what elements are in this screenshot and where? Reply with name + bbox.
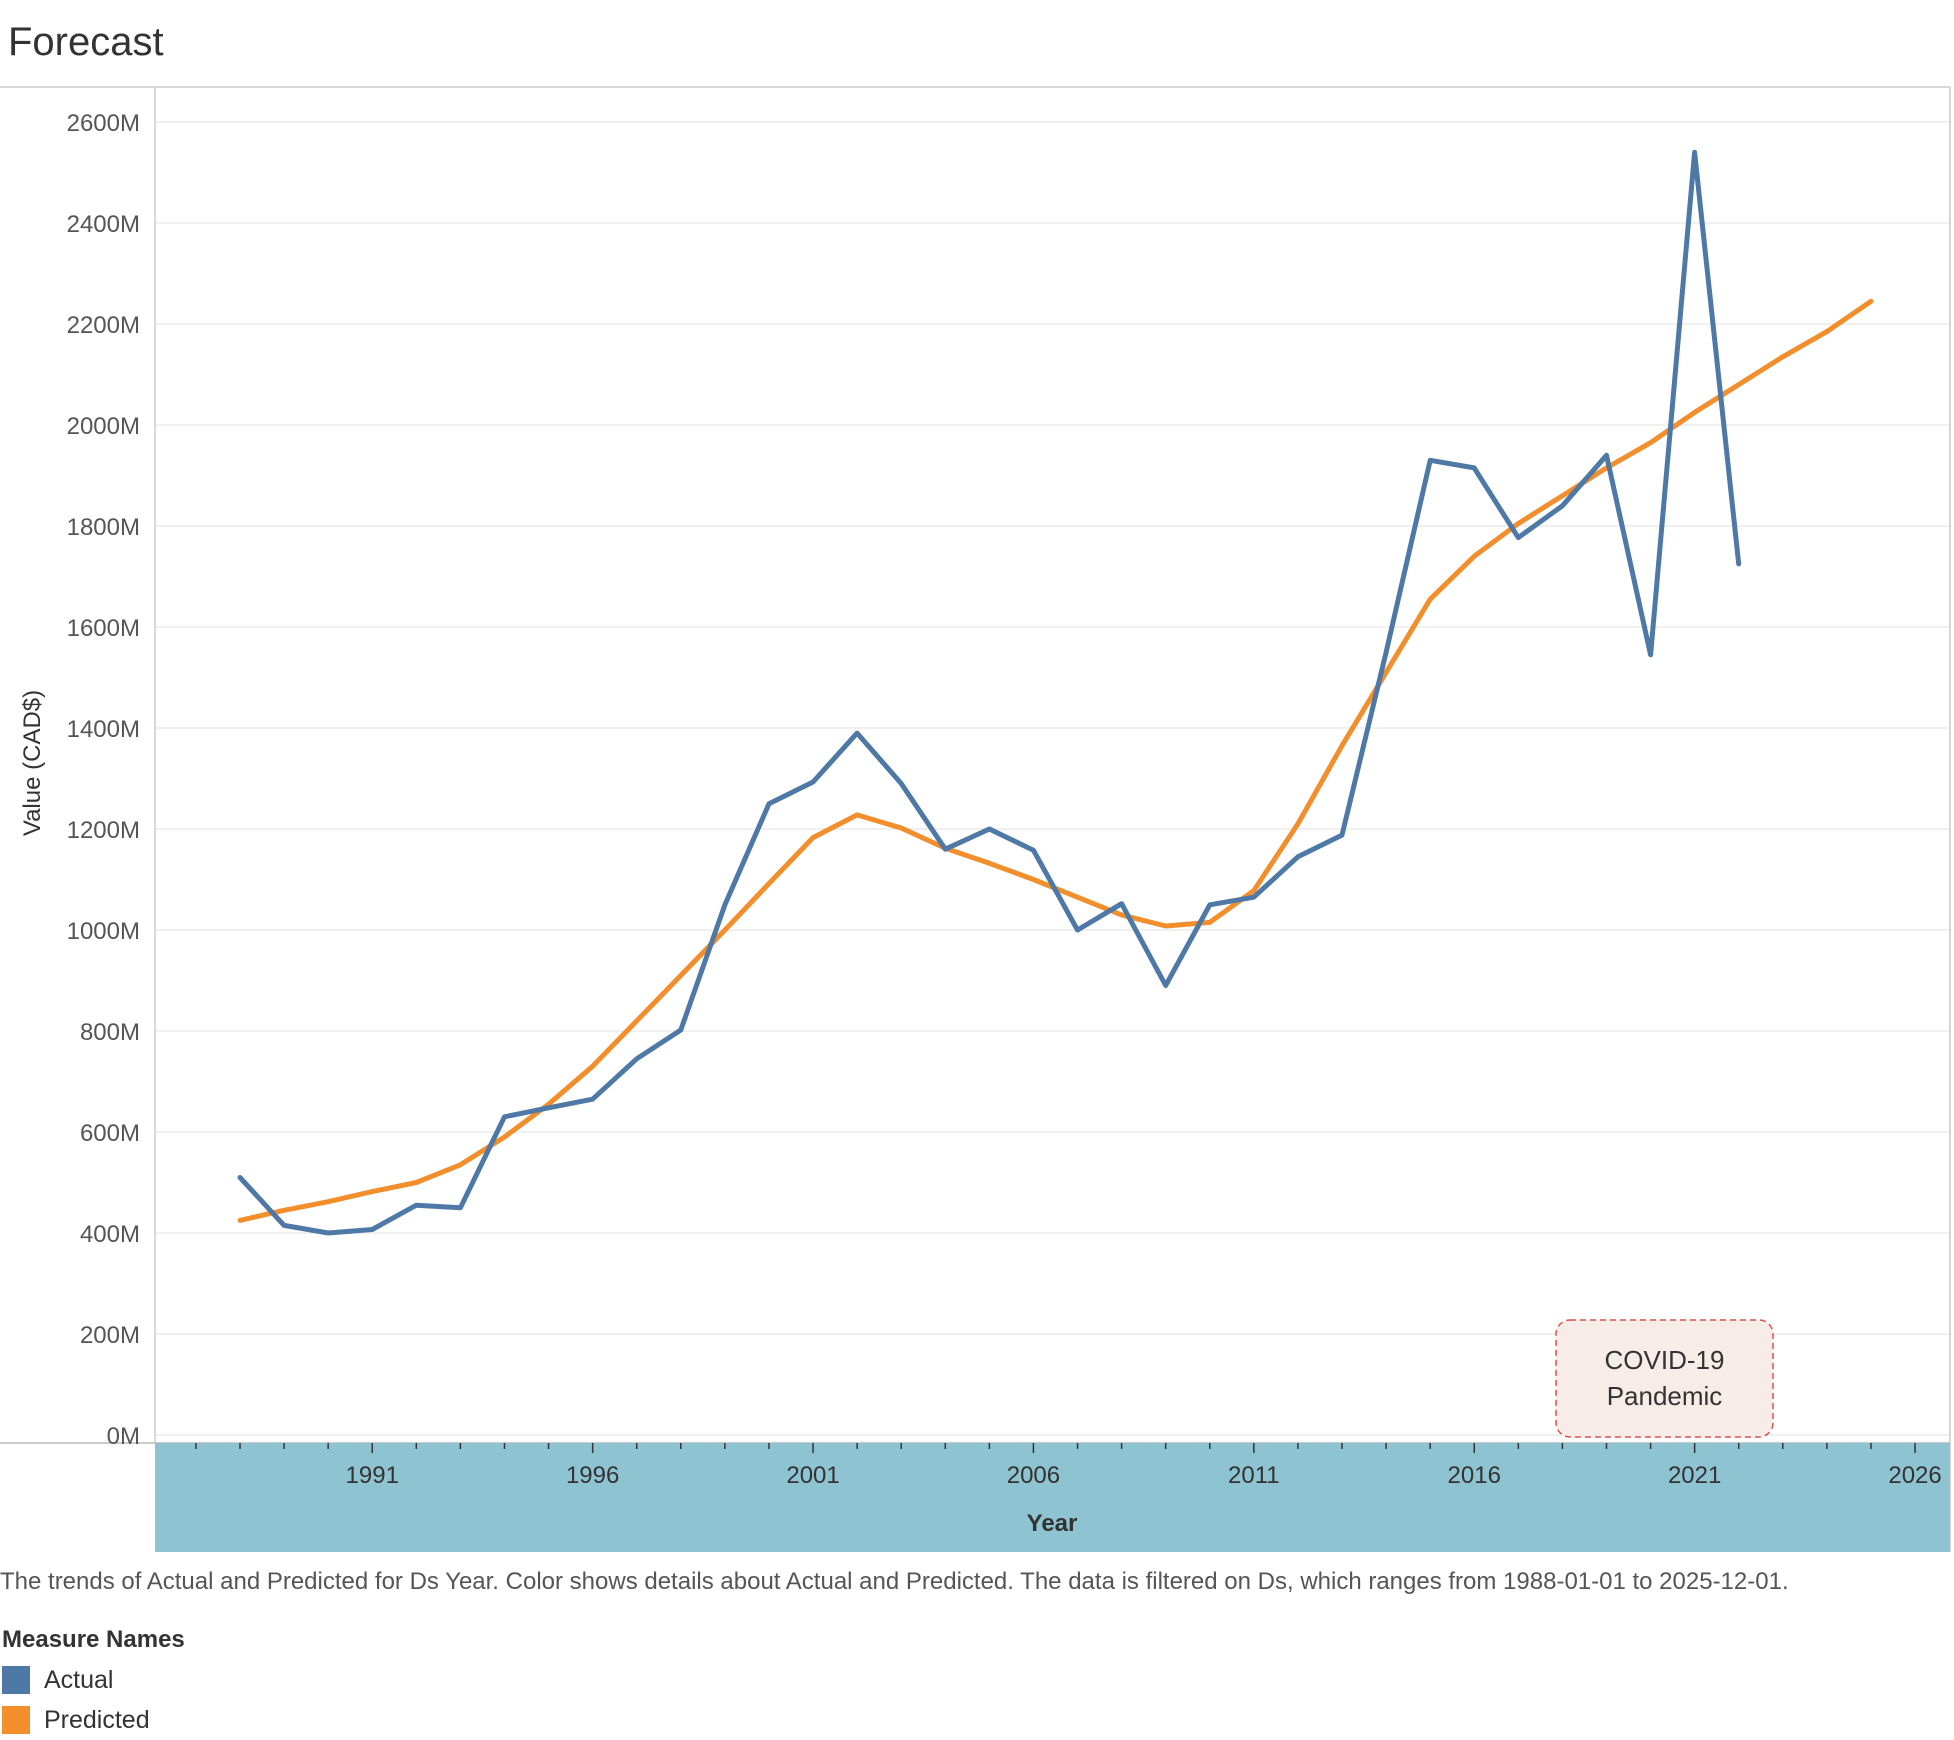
series-lines [237, 149, 1874, 1236]
x-tick-label: 2016 [1448, 1462, 1501, 1489]
legend-title: Measure Names [2, 1626, 185, 1653]
y-tick-label: 200M [80, 1322, 140, 1349]
legend-swatch-actual [2, 1666, 30, 1694]
x-tick-label: 2006 [1007, 1462, 1060, 1489]
x-tick-label: 2021 [1668, 1462, 1721, 1489]
forecast-chart: Forecast 0M 200M 400M 600M 800M 1000M 1200M 140… [0, 20, 1951, 1552]
y-tick-label: 2600M [67, 110, 140, 137]
chart-title: Forecast [8, 20, 164, 64]
series-line-actual [237, 149, 1742, 1236]
y-tick-label: 400M [80, 1221, 140, 1248]
y-axis-label: Value (CAD$) [19, 690, 46, 836]
annotation-box [1555, 1319, 1774, 1438]
legend-item-actual[interactable]: Actual [2, 1660, 185, 1700]
y-tick-label: 1600M [67, 615, 140, 642]
y-axis-ticks: 0M 200M 400M 600M 800M 1000M 1200M 1400M 1600M 18… [67, 110, 140, 1450]
x-tick-label: 1991 [346, 1462, 399, 1489]
y-tick-label: 2200M [67, 312, 140, 339]
x-tick-label: 1996 [566, 1462, 619, 1489]
legend-label-predicted: Predicted [44, 1705, 150, 1734]
x-tick-label: 2026 [1888, 1462, 1941, 1489]
legend-label-actual: Actual [44, 1665, 114, 1694]
y-tick-label: 600M [80, 1120, 140, 1147]
annotation-text: Pandemic [1607, 1381, 1723, 1411]
x-axis-label: Year [1027, 1510, 1078, 1537]
y-tick-label: 0M [107, 1423, 140, 1450]
chart-caption: The trends of Actual and Predicted for D… [0, 1568, 1789, 1595]
gridlines [155, 121, 1950, 1436]
legend-swatch-predicted [2, 1706, 30, 1734]
x-axis-band-fill [155, 1443, 1950, 1552]
y-tick-label: 1400M [67, 716, 140, 743]
y-tick-label: 1200M [67, 817, 140, 844]
x-axis-ticks: 1991 1996 2001 2006 2011 2016 2021 2026 [346, 1462, 1942, 1489]
y-tick-label: 2000M [67, 413, 140, 440]
x-axis-band [155, 1443, 1950, 1552]
legend-item-predicted[interactable]: Predicted [2, 1700, 185, 1740]
y-tick-label: 800M [80, 1019, 140, 1046]
series-line-predicted [237, 298, 1874, 1223]
y-tick-label: 1800M [67, 514, 140, 541]
covid-annotation: COVID-19 Pandemic [1555, 1319, 1774, 1438]
y-tick-label: 2400M [67, 211, 140, 238]
x-tick-label: 2011 [1228, 1462, 1280, 1489]
legend: Measure Names Actual Predicted [2, 1626, 185, 1740]
x-tick-label: 2001 [786, 1462, 839, 1489]
y-tick-label: 1000M [67, 918, 140, 945]
annotation-text: COVID-19 [1605, 1345, 1725, 1375]
